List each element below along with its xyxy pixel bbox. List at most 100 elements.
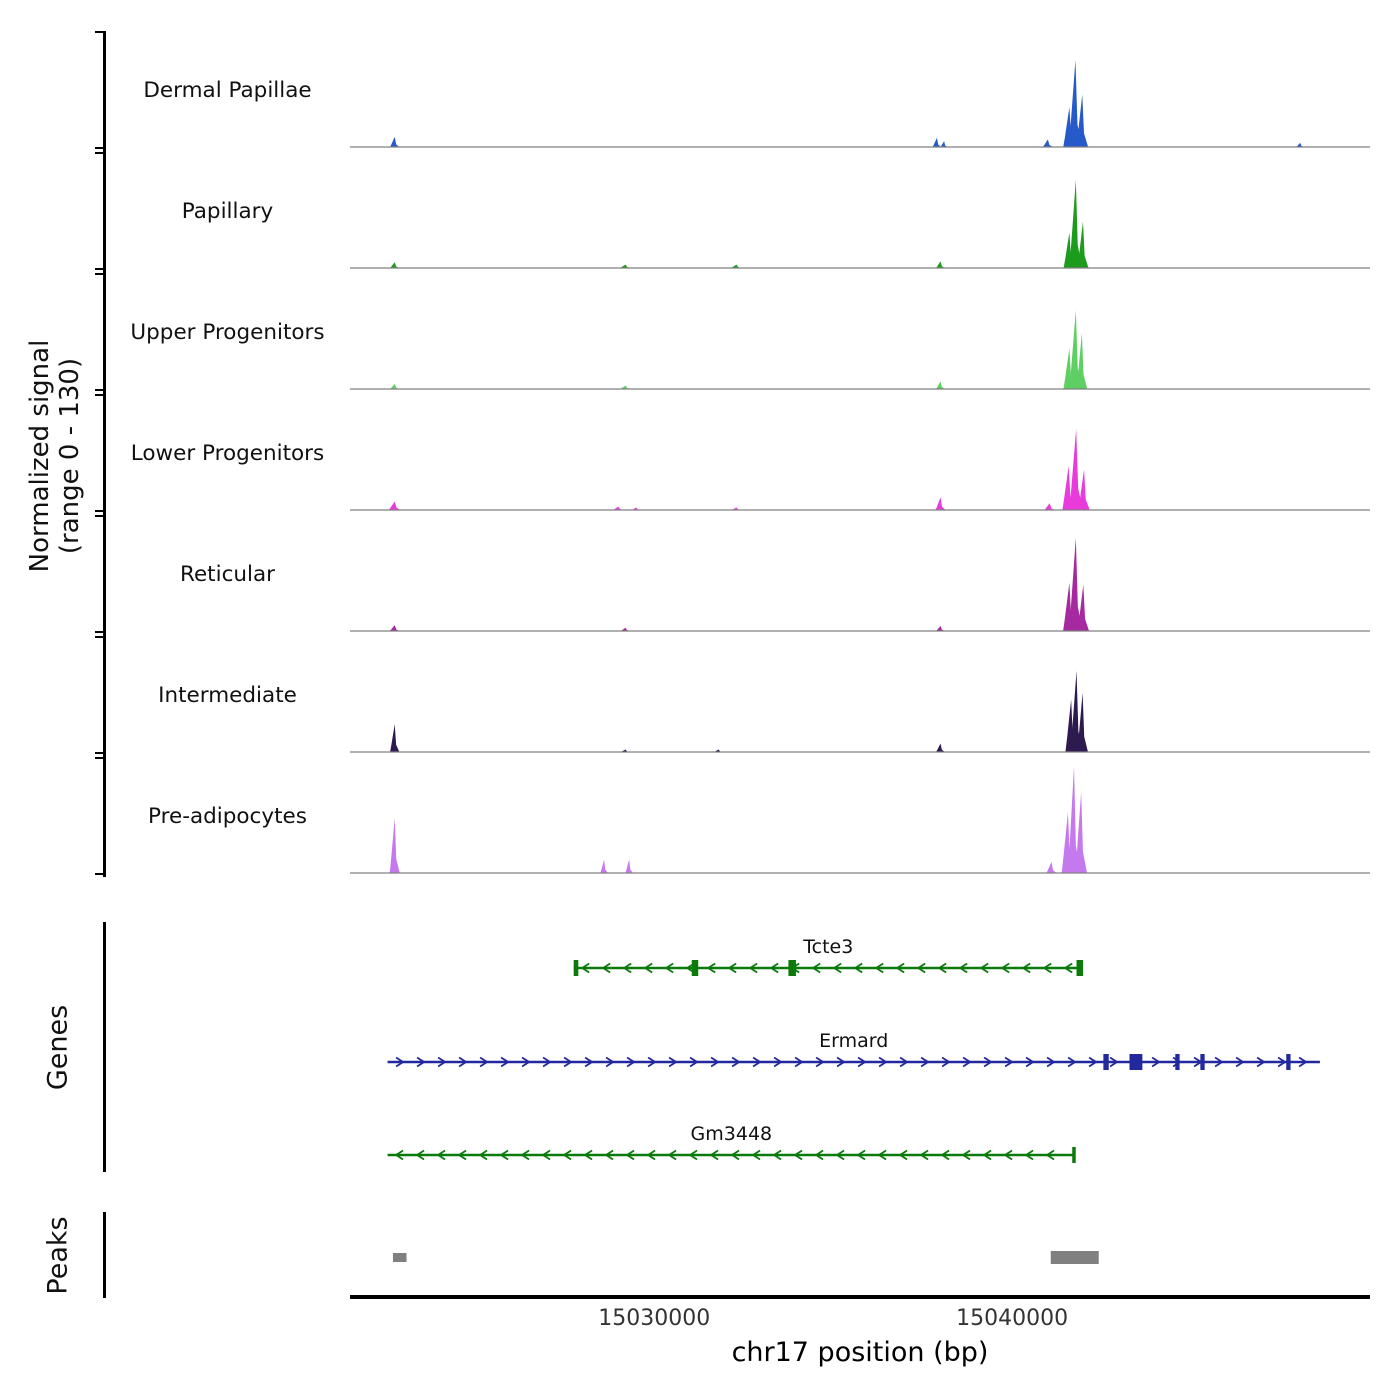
x-axis-title: chr17 position (bp) xyxy=(731,1337,989,1368)
strand-arrow-right-icon xyxy=(920,1056,930,1068)
signal-peak xyxy=(1069,310,1083,389)
strand-arrow-left-icon xyxy=(916,962,926,974)
strand-arrow-left-icon xyxy=(748,962,758,974)
strand-arrow-left-icon xyxy=(478,1149,488,1161)
signal-peak xyxy=(1069,428,1083,510)
signal-peak xyxy=(620,385,631,389)
signal-peak xyxy=(1077,692,1088,752)
strand-arrow-left-icon xyxy=(814,1149,824,1161)
strand-arrow-left-icon xyxy=(457,1149,467,1161)
track-label: Pre-adipocytes xyxy=(148,803,307,829)
strand-arrow-left-icon xyxy=(961,1149,971,1161)
signal-tracks-panel: Dermal Papillae Papillary Upper Progenitor… xyxy=(0,31,1400,878)
signal-peak xyxy=(389,818,400,873)
strand-arrow-left-icon xyxy=(583,1149,593,1161)
strand-arrow-right-icon xyxy=(1067,1056,1077,1068)
strand-arrow-right-icon xyxy=(1235,1056,1245,1068)
strand-arrow-right-icon xyxy=(563,1056,573,1068)
strand-arrow-left-icon xyxy=(772,1149,782,1161)
signal-track-row: Lower Progenitors xyxy=(0,394,1400,515)
signal-track-row: Papillary xyxy=(0,152,1400,273)
track-label: Papillary xyxy=(181,198,274,224)
strand-arrow-right-icon xyxy=(1277,1056,1287,1068)
signal-axis-tick xyxy=(95,394,103,396)
signal-axis-tick xyxy=(95,752,103,754)
signal-axis-tick xyxy=(95,147,103,149)
gene-exon-block xyxy=(573,960,579,976)
strand-arrow-right-icon xyxy=(689,1056,699,1068)
signal-peak xyxy=(1065,699,1077,752)
signal-peak xyxy=(620,627,631,631)
strand-arrow-left-icon xyxy=(436,1149,446,1161)
genes-axis-line xyxy=(103,922,106,1172)
gene-exon-block xyxy=(1286,1054,1291,1070)
gene-name-label: Ermard xyxy=(819,1030,888,1052)
signal-peak xyxy=(1076,94,1089,147)
strand-arrow-right-icon xyxy=(1256,1056,1266,1068)
strand-arrow-left-icon xyxy=(730,1149,740,1161)
signal-peak xyxy=(600,859,608,873)
signal-peak xyxy=(1063,232,1076,268)
signal-peak xyxy=(936,381,945,389)
strand-arrow-left-icon xyxy=(835,1149,845,1161)
signal-peak xyxy=(1068,59,1083,147)
peaks-section-label: Peaks xyxy=(42,1216,74,1295)
strand-arrow-left-icon xyxy=(940,1149,950,1161)
strand-arrow-right-icon xyxy=(1298,1056,1308,1068)
strand-arrow-left-icon xyxy=(769,962,779,974)
strand-arrow-left-icon xyxy=(1024,1149,1034,1161)
signal-track-row: Dermal Papillae xyxy=(0,31,1400,152)
signal-axis-tick xyxy=(95,31,103,33)
peak-region-block xyxy=(1050,1251,1099,1264)
strand-arrow-right-icon xyxy=(647,1056,657,1068)
x-tick-label: 15030000 xyxy=(598,1306,711,1331)
gene-exon-block xyxy=(1129,1054,1143,1070)
strand-arrow-right-icon xyxy=(479,1056,489,1068)
track-label: Dermal Papillae xyxy=(143,77,312,103)
strand-arrow-left-icon xyxy=(604,1149,614,1161)
strand-arrow-left-icon xyxy=(1021,962,1031,974)
signal-axis-tick xyxy=(95,152,103,154)
strand-arrow-left-icon xyxy=(982,1149,992,1161)
signal-peak xyxy=(390,724,400,752)
signal-peak xyxy=(1044,503,1056,510)
signal-peak xyxy=(940,141,948,147)
strand-arrow-right-icon xyxy=(710,1056,720,1068)
strand-arrow-left-icon xyxy=(811,962,821,974)
signal-axis-tick xyxy=(95,389,103,391)
strand-arrow-left-icon xyxy=(919,1149,929,1161)
gene-name-label: Tcte3 xyxy=(802,936,853,958)
signal-track-plot xyxy=(350,766,1370,874)
signal-peak xyxy=(1296,142,1305,147)
strand-arrow-right-icon xyxy=(584,1056,594,1068)
strand-arrow-left-icon xyxy=(394,1149,404,1161)
strand-arrow-left-icon xyxy=(1063,962,1073,974)
gene-exon-block xyxy=(691,960,699,976)
signal-peak xyxy=(1063,107,1076,147)
strand-arrow-left-icon xyxy=(643,962,653,974)
track-label: Lower Progenitors xyxy=(130,440,325,466)
signal-axis-tick xyxy=(95,273,103,275)
gene-exon-block xyxy=(788,960,796,976)
signal-peak xyxy=(1075,791,1088,873)
genes-panel: Tcte3 Ermard Gm3448 xyxy=(387,936,1320,1163)
track-label: Upper Progenitors xyxy=(130,319,325,345)
strand-arrow-left-icon xyxy=(898,1149,908,1161)
strand-arrow-right-icon xyxy=(1151,1056,1161,1068)
signal-track-row: Reticular xyxy=(0,515,1400,636)
strand-arrow-right-icon xyxy=(416,1056,426,1068)
strand-arrow-left-icon xyxy=(688,1149,698,1161)
peaks-panel xyxy=(392,1251,1099,1264)
signal-peak xyxy=(1063,348,1076,389)
strand-arrow-left-icon xyxy=(979,962,989,974)
gene-exon-block xyxy=(1175,1054,1180,1070)
strand-arrow-right-icon xyxy=(857,1056,867,1068)
strand-arrow-right-icon xyxy=(395,1056,405,1068)
gene-exon-block xyxy=(1103,1054,1109,1070)
signal-peak xyxy=(932,137,942,147)
strand-arrow-right-icon xyxy=(752,1056,762,1068)
strand-arrow-left-icon xyxy=(580,962,590,974)
signal-axis-tick xyxy=(95,268,103,270)
strand-arrow-right-icon xyxy=(794,1056,804,1068)
strand-arrow-left-icon xyxy=(856,1149,866,1161)
